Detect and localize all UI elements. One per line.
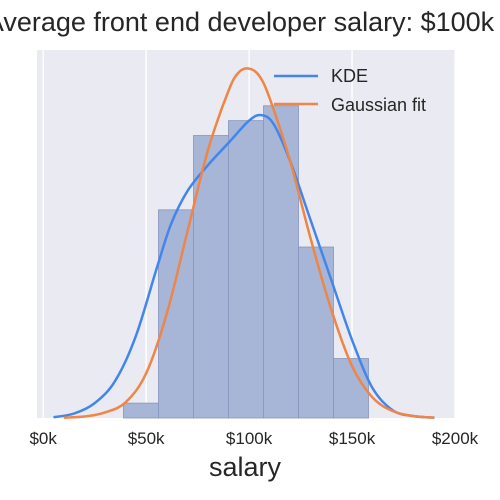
legend: KDE Gaussian fit: [274, 66, 426, 115]
x-tick-label: $0k: [29, 429, 57, 448]
legend-label-gaussian-fit: Gaussian fit: [331, 95, 426, 115]
x-tick-label: $50k: [128, 429, 165, 448]
histogram-bar: [263, 105, 299, 419]
kde-line: [53, 113, 435, 419]
legend-label-kde: KDE: [331, 66, 368, 86]
x-axis-ticks: $0k $50k $100k $150k $200k: [29, 429, 478, 448]
x-tick-label: $100k: [226, 429, 273, 448]
chart-title: Average front end developer salary: $100…: [0, 7, 495, 37]
histogram-bar: [228, 120, 264, 419]
histogram-bar: [298, 246, 334, 419]
x-tick-label: $150k: [329, 429, 376, 448]
gaussian-fit-line: [63, 67, 435, 419]
x-axis-label: salary: [209, 452, 282, 482]
x-tick-label: $200k: [432, 429, 479, 448]
histogram-bar: [123, 402, 159, 419]
series-lines: [53, 67, 435, 419]
histogram-bar: [158, 209, 194, 419]
